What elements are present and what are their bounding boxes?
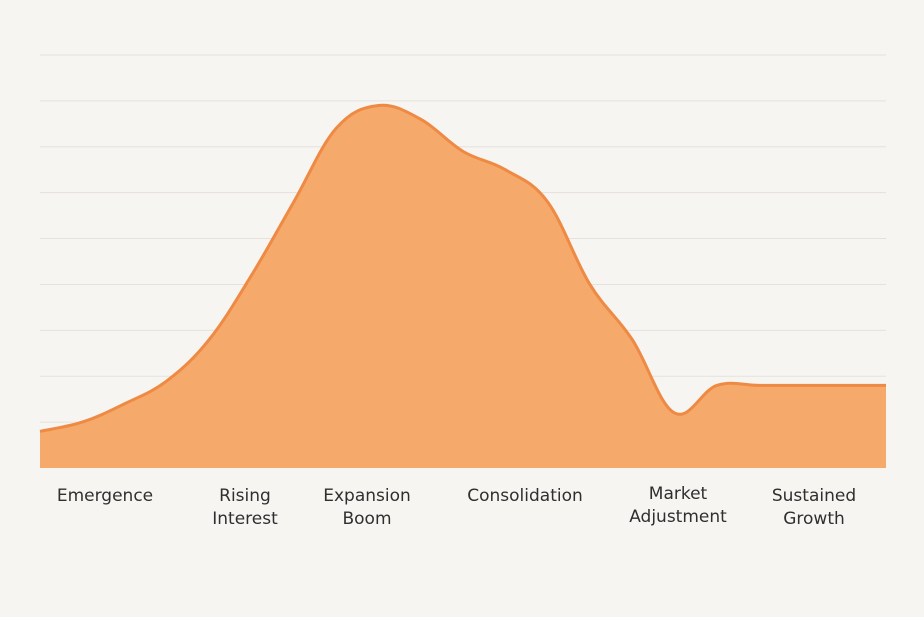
x-axis-label: Expansion Boom [323, 485, 411, 531]
x-axis-label-line: Sustained [771, 486, 857, 506]
x-axis-label: Sustained Growth [772, 485, 856, 531]
x-axis-label: Emergence [57, 485, 153, 508]
x-axis-label-line: Interest [212, 509, 278, 529]
x-axis-label: Consolidation [467, 485, 583, 508]
x-axis-label-line: Adjustment [629, 507, 727, 527]
x-axis-label: Market Adjustment [629, 483, 727, 529]
x-axis-label-line: Expansion [323, 486, 411, 506]
x-axis-label-line: Consolidation [467, 486, 583, 506]
x-axis-label-line: Growth [783, 509, 845, 529]
x-axis-label-line: Boom [342, 509, 392, 529]
area-fill [40, 105, 886, 469]
x-axis-label-line: Emergence [56, 486, 154, 506]
x-axis-label-line: Rising [219, 486, 271, 506]
x-axis-label-line: Market [648, 484, 708, 504]
x-axis-label: Rising Interest [212, 485, 278, 531]
series-line [39, 103, 886, 433]
